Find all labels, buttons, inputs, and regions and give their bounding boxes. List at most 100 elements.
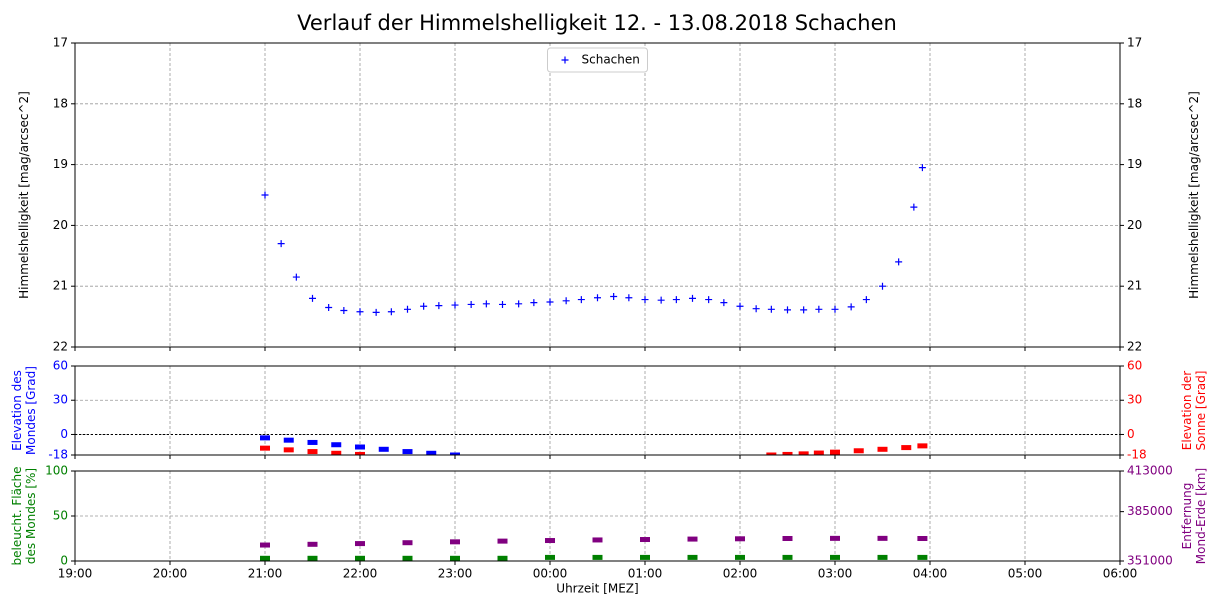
y2-tick-label: 0 (1127, 427, 1135, 441)
point (325, 303, 333, 311)
x-tick-label: 23:00 (438, 567, 473, 581)
point (545, 554, 555, 560)
point (435, 302, 443, 310)
x-tick-label: 22:00 (343, 567, 378, 581)
y2-tick-label: 17 (1127, 36, 1142, 50)
point (426, 450, 437, 455)
point (277, 240, 285, 248)
point (372, 308, 380, 316)
y2-tick-label: -18 (1127, 448, 1147, 462)
x-tick-label: 21:00 (248, 567, 283, 581)
point (402, 449, 413, 455)
point (798, 451, 809, 455)
x-tick-label: 01:00 (628, 567, 663, 581)
point (657, 296, 665, 304)
y2-tick-label: 21 (1127, 279, 1142, 293)
point (387, 308, 395, 316)
point (687, 554, 698, 560)
point (592, 554, 603, 560)
x-tick-label: 20:00 (153, 567, 188, 581)
x-axis-label: Uhrzeit [MEZ] (556, 582, 638, 596)
axis-label-line: Elevation des (10, 370, 24, 451)
point (641, 296, 649, 304)
point (307, 449, 318, 455)
point (784, 306, 791, 314)
legend-label: Schachen (582, 53, 640, 67)
y2-tick-label: 22 (1127, 340, 1142, 354)
point (340, 307, 348, 315)
point (918, 164, 926, 172)
y2-tick-label: 20 (1127, 218, 1142, 232)
point (355, 541, 365, 547)
point (910, 203, 918, 211)
point (283, 447, 294, 453)
point (782, 451, 793, 455)
point (847, 303, 855, 311)
y-tick-label: 21 (53, 279, 68, 293)
point (515, 300, 523, 308)
point (499, 300, 506, 308)
y-tick-label: -18 (48, 448, 68, 462)
point (497, 538, 508, 544)
axis-label-line: des Mondes [%] (24, 468, 38, 564)
point (260, 435, 270, 441)
legend-box (547, 47, 648, 73)
point (420, 302, 428, 310)
point (877, 554, 888, 560)
axis-label-line: Himmelshelligkeit [mag/arcsec^2] (17, 91, 31, 299)
point (853, 448, 864, 454)
point (467, 300, 475, 308)
x-tick-label: 04:00 (913, 567, 948, 581)
point (497, 555, 508, 561)
point (577, 296, 585, 304)
axis-label: Elevation desMondes [Grad] (10, 366, 38, 455)
point (292, 273, 300, 281)
axis-label-line: Elevation der (1180, 371, 1194, 451)
point (450, 555, 460, 561)
point (830, 535, 840, 541)
point (735, 554, 745, 560)
plot-frame (74, 365, 1121, 456)
y-tick-label: 0 (60, 554, 68, 568)
point (830, 554, 840, 560)
plot-area (260, 435, 928, 455)
point (450, 539, 460, 545)
point (451, 301, 459, 309)
point (610, 293, 618, 301)
y-tick-label: 0 (60, 427, 68, 441)
x-tick-label: 06:00 (1103, 567, 1138, 581)
point (562, 297, 570, 305)
point (307, 541, 318, 547)
point (640, 554, 650, 560)
point (594, 294, 601, 302)
y-tick-label: 22 (53, 340, 68, 354)
axis-label: Himmelshelligkeit [mag/arcsec^2] (1187, 91, 1201, 299)
y2-tick-label: 19 (1127, 157, 1142, 171)
x-tick-label: 05:00 (1008, 567, 1043, 581)
y-tick-label: 60 (53, 359, 68, 373)
chart-title: Verlauf der Himmelshelligkeit 12. - 13.0… (297, 11, 897, 35)
point (877, 446, 888, 452)
y-tick-label: 17 (53, 36, 68, 50)
point (356, 308, 364, 316)
x-tick-label: 00:00 (533, 567, 568, 581)
point (687, 536, 698, 542)
plot-area (261, 164, 926, 316)
y2-tick-label: 30 (1127, 393, 1142, 407)
y-tick-label: 30 (53, 393, 68, 407)
point (355, 555, 365, 561)
legend-marker (561, 56, 569, 64)
point (766, 452, 777, 455)
point (546, 298, 554, 306)
point (705, 296, 713, 304)
point (404, 305, 411, 313)
y-tick-label: 20 (53, 218, 68, 232)
point (307, 555, 318, 561)
point (283, 437, 294, 443)
point (307, 439, 318, 445)
point (260, 555, 270, 561)
point (309, 294, 316, 302)
point (813, 450, 824, 455)
point (782, 536, 793, 541)
